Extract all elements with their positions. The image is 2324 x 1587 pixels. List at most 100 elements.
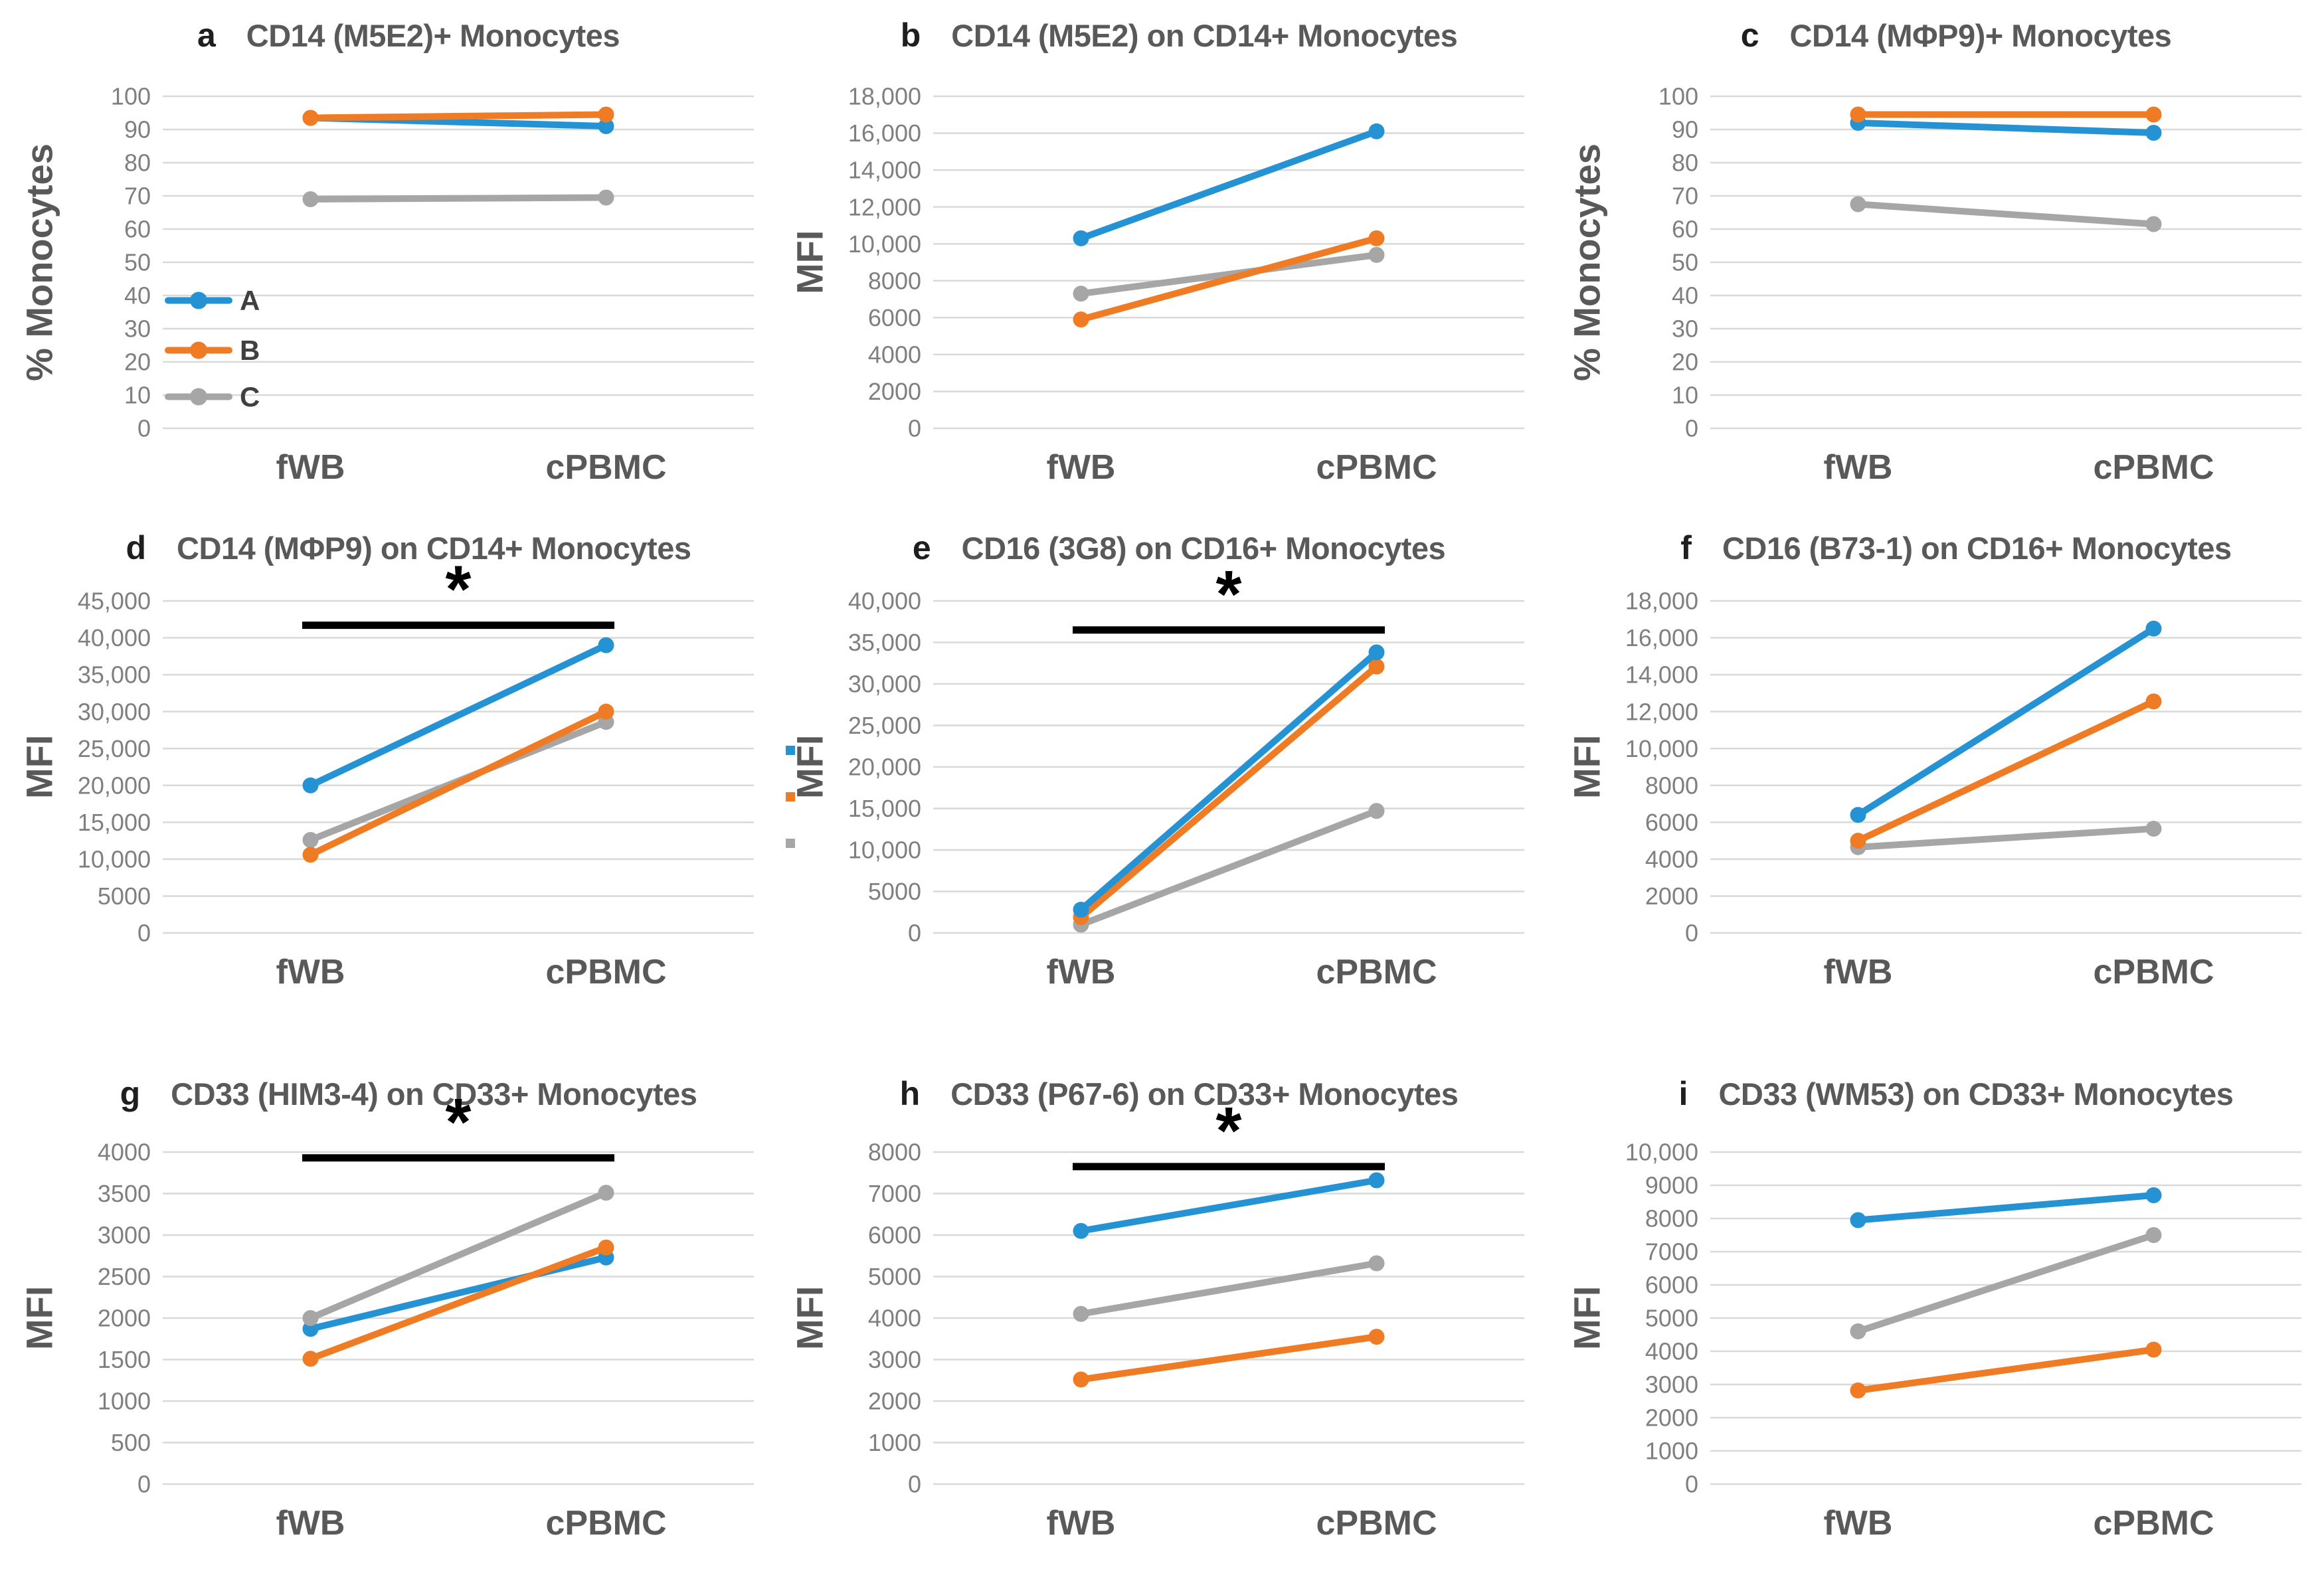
data-point-B: [302, 847, 319, 863]
y-tick-label: 40,000: [848, 588, 921, 615]
series-line-C: [1077, 1260, 1380, 1317]
x-category-label: cPBMC: [545, 448, 666, 487]
chart-title: CD16 (3G8) on CD16+ Monocytes: [961, 531, 1446, 566]
y-tick-label: 20,000: [78, 772, 151, 799]
significance-asterisk: *: [1216, 1094, 1242, 1168]
y-tick-label: 1000: [868, 1429, 921, 1456]
series-line-B: [307, 1244, 610, 1363]
series-line-B: [1077, 663, 1380, 921]
y-tick-label: 90: [124, 116, 151, 143]
data-point-C: [1368, 246, 1385, 263]
y-tick-label: 20,000: [848, 754, 921, 781]
data-point-B: [1850, 1382, 1866, 1398]
x-category-label: fWB: [276, 1504, 345, 1543]
y-tick-label: 1500: [98, 1346, 151, 1373]
data-point-A: [2145, 1187, 2162, 1203]
x-category-label: fWB: [1047, 1504, 1116, 1543]
y-tick-label: 2000: [868, 378, 921, 405]
legend-marker-C: [190, 388, 207, 406]
significance-asterisk: *: [446, 1085, 472, 1159]
series-line-B: [1854, 1346, 2157, 1394]
chart-title: CD33 (WM53) on CD33+ Monocytes: [1718, 1076, 2234, 1112]
data-point-C: [302, 832, 319, 848]
panel-letter: a: [197, 17, 216, 54]
data-point-C: [2145, 1227, 2162, 1243]
panel-header: e CD16 (3G8) on CD16+ Monocytes: [863, 529, 1494, 567]
series-line-B: [307, 111, 610, 122]
significance-asterisk: *: [1216, 557, 1242, 631]
x-category-label: cPBMC: [1316, 953, 1437, 991]
panel-letter: d: [126, 529, 147, 566]
y-tick-label: 4000: [1645, 1338, 1698, 1365]
y-tick-label: 80: [124, 149, 151, 177]
panel-i: i CD33 (WM53) on CD33+ Monocytes MFI 10,…: [1548, 1049, 2324, 1587]
data-point-C: [1368, 1255, 1385, 1272]
y-tick-label: 70: [1672, 183, 1698, 210]
y-tick-label: 10,000: [1625, 1139, 1698, 1166]
y-tick-label: 60: [124, 216, 151, 243]
y-tick-label: 30: [124, 315, 151, 343]
panel-f: f CD16 (B73-1) on CD16+ Monocytes MFI 18…: [1548, 518, 2324, 1049]
y-tick-label: 4000: [1645, 845, 1698, 873]
series-line-A: [307, 641, 610, 789]
y-tick-label: 5000: [1645, 1305, 1698, 1332]
y-tick-label: 45,000: [78, 588, 151, 615]
panel-header: f CD16 (B73-1) on CD16+ Monocytes: [1641, 529, 2272, 567]
series-line-B: [1854, 698, 2157, 845]
x-category-label: fWB: [276, 448, 345, 487]
data-point-B: [1368, 1329, 1385, 1345]
line-chart-i: 10,000 9000 8000 7000 6000 5000 4000 3000 2000 10…: [1625, 1139, 2301, 1543]
y-tick-label: 30,000: [78, 698, 151, 725]
y-tick-label: 18,000: [1625, 588, 1698, 615]
data-point-A: [1850, 807, 1866, 823]
y-tick-label: 10: [1672, 382, 1698, 409]
data-point-A: [598, 637, 614, 653]
data-point-B: [302, 1351, 319, 1367]
series-line-C: [1854, 825, 2157, 851]
significance-asterisk: *: [446, 552, 472, 627]
line-chart-g: 4000 3500 3000 2500 2000 1500 1000 500 0 fWB cPBMC…: [98, 1085, 754, 1543]
legend-label-A: A: [240, 285, 260, 316]
data-point-B: [1368, 658, 1385, 675]
legend-marker-A: [190, 292, 207, 309]
data-point-C: [2145, 821, 2162, 837]
panel-header: i CD33 (WM53) on CD33+ Monocytes: [1641, 1074, 2272, 1113]
data-point-B: [2145, 693, 2162, 710]
data-point-B: [1368, 230, 1385, 246]
y-tick-label: 40: [124, 282, 151, 309]
panel-letter: i: [1678, 1075, 1688, 1112]
data-point-A: [1368, 123, 1385, 139]
chart-title: CD14 (M5E2)+ Monocytes: [246, 18, 620, 53]
y-tick-label: 2000: [868, 1388, 921, 1415]
y-tick-label: 18,000: [848, 83, 921, 110]
y-tick-label: 20: [124, 349, 151, 376]
y-tick-label: 3000: [1645, 1371, 1698, 1398]
data-point-C: [1073, 1305, 1089, 1322]
legend-label-C: C: [240, 381, 260, 412]
panel-header: b CD14 (M5E2) on CD14+ Monocytes: [863, 16, 1494, 54]
data-point-B: [1850, 833, 1866, 849]
y-tick-label: 2000: [1645, 882, 1698, 910]
y-tick-label: 500: [111, 1429, 151, 1456]
y-tick-label: 0: [908, 1471, 921, 1498]
panel-d: d CD14 (MΦP9) on CD14+ Monocytes MFI 45,…: [0, 518, 770, 1049]
panel-a: a CD14 (M5E2)+ Monocytes % Monocytes 100…: [0, 0, 770, 518]
y-tick-label: 3000: [868, 1346, 921, 1373]
y-tick-label: 12,000: [1625, 698, 1698, 725]
y-tick-label: 0: [137, 920, 151, 947]
data-point-A: [2145, 620, 2162, 637]
chart-title: CD16 (B73-1) on CD16+ Monocytes: [1722, 531, 2232, 566]
x-category-label: fWB: [1047, 448, 1116, 487]
data-point-B: [598, 106, 614, 123]
data-point-A: [1073, 902, 1089, 918]
y-tick-label: 100: [1658, 83, 1698, 110]
data-point-C: [598, 189, 614, 206]
y-tick-label: 5000: [98, 882, 151, 910]
series-line-B: [307, 708, 610, 859]
data-point-A: [1368, 1172, 1385, 1189]
x-category-label: fWB: [1824, 448, 1893, 487]
x-category-label: fWB: [1824, 953, 1893, 991]
